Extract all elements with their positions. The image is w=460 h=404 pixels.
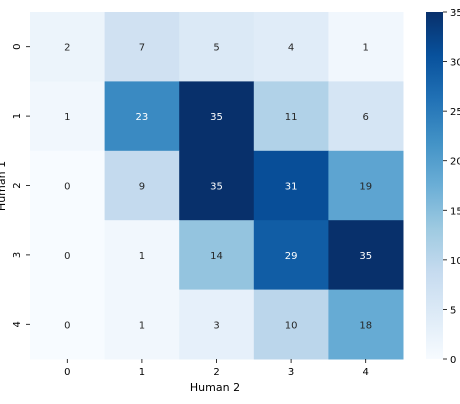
colorbar-tick-label: 5 <box>450 305 456 316</box>
heatmap-cell <box>104 81 180 152</box>
colorbar: 0 5 10 15 20 25 30 35 <box>426 8 460 366</box>
y-tick-label: 4 <box>12 321 23 327</box>
x-tick-label: 1 <box>139 367 145 378</box>
heatmap-cell <box>104 289 180 360</box>
heatmap-cell <box>104 150 180 221</box>
heatmap-cell <box>104 12 180 82</box>
colorbar-tick-label: 35 <box>450 8 460 19</box>
heatmap-cell <box>30 150 106 221</box>
cell-value-label: 9 <box>139 182 145 193</box>
cell-value-label: 23 <box>136 112 149 123</box>
heatmap-cell <box>253 12 329 82</box>
heatmap-cell <box>179 12 255 82</box>
heatmap-cell-labels: 2 7 5 4 11 23 35 11 60 9 35 31 190 1 14 29 350 1 3 10 18 <box>64 43 372 332</box>
heatmap-cell <box>328 81 404 152</box>
cell-value-label: 0 <box>64 182 70 193</box>
heatmap-cell <box>179 220 255 291</box>
x-tick-label: 2 <box>213 367 219 378</box>
heatmap-cell <box>30 220 106 291</box>
colorbar-tick-label: 20 <box>450 157 460 168</box>
cell-value-label: 18 <box>359 320 372 331</box>
colorbar-gradient <box>426 12 443 359</box>
cell-value-label: 5 <box>213 43 219 54</box>
cell-value-label: 4 <box>288 43 294 54</box>
y-axis-label: Human 1 <box>0 161 8 211</box>
colorbar-tick-label: 15 <box>450 206 460 217</box>
heatmap-cell <box>328 220 404 291</box>
cell-value-label: 29 <box>285 251 298 262</box>
cell-value-label: 1 <box>64 112 70 123</box>
heatmap-cell <box>253 150 329 221</box>
heatmap-cell <box>30 289 106 360</box>
cell-value-label: 35 <box>359 251 372 262</box>
cell-value-label: 35 <box>210 182 223 193</box>
cell-value-label: 7 <box>139 43 145 54</box>
colorbar-tick-label: 10 <box>450 256 460 267</box>
cell-value-label: 1 <box>139 320 145 331</box>
heatmap-cell <box>328 12 404 82</box>
heatmap-cell <box>328 289 404 360</box>
colorbar-tick-label: 25 <box>450 107 460 118</box>
colorbar-tick-label: 30 <box>450 58 460 69</box>
heatmap-cell <box>328 150 404 221</box>
cell-value-label: 0 <box>64 320 70 331</box>
heatmap-cell <box>30 12 106 82</box>
heatmap-cell <box>253 220 329 291</box>
x-axis-ticks: 0 1 2 3 4 <box>64 359 369 378</box>
cell-value-label: 19 <box>359 182 372 193</box>
y-tick-label: 1 <box>12 113 23 119</box>
y-axis-ticks: 0 1 2 3 4 <box>12 44 30 327</box>
heatmap-cell <box>179 289 255 360</box>
x-axis-label: Human 2 <box>190 381 240 394</box>
heatmap-cells <box>30 12 404 360</box>
cell-value-label: 31 <box>285 182 298 193</box>
x-tick-label: 0 <box>64 367 70 378</box>
heatmap-cell <box>30 81 106 152</box>
heatmap-cell <box>179 81 255 152</box>
heatmap-cell <box>104 220 180 291</box>
cell-value-label: 14 <box>210 251 223 262</box>
cell-value-label: 10 <box>285 320 298 331</box>
heatmap-cell <box>253 289 329 360</box>
cell-value-label: 0 <box>64 251 70 262</box>
cell-value-label: 6 <box>363 112 369 123</box>
heatmap-cell <box>253 81 329 152</box>
y-tick-label: 3 <box>12 252 23 258</box>
cell-value-label: 1 <box>139 251 145 262</box>
colorbar-tick-label: 0 <box>450 355 456 366</box>
x-tick-label: 4 <box>363 367 369 378</box>
cell-value-label: 11 <box>285 112 298 123</box>
heatmap-cell <box>179 150 255 221</box>
y-tick-label: 2 <box>12 182 23 188</box>
cell-value-label: 2 <box>64 43 70 54</box>
y-tick-label: 0 <box>12 44 23 50</box>
x-tick-label: 3 <box>288 367 294 378</box>
cell-value-label: 1 <box>363 43 369 54</box>
colorbar-ticks: 0 5 10 15 20 25 30 35 <box>443 8 460 366</box>
cell-value-label: 35 <box>210 112 223 123</box>
cell-value-label: 3 <box>213 320 219 331</box>
